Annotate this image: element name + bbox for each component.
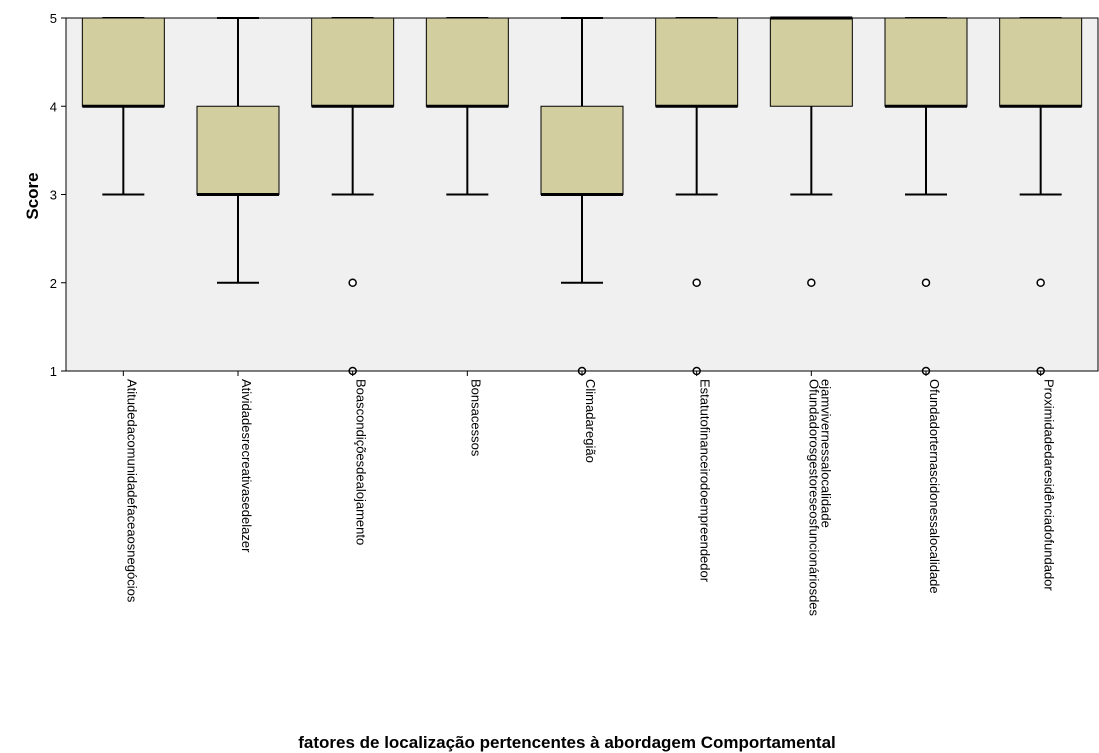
iqr-box <box>884 17 968 107</box>
y-tick-label: 5 <box>50 11 57 26</box>
x-category-label: Atividadesrecreativasedelazer <box>239 379 254 553</box>
iqr-box <box>540 105 624 195</box>
x-category-label: Ofundadorosgestoreseosfuncionáriosdes <box>806 379 821 617</box>
box-group <box>999 17 1083 376</box>
x-category-label: Atitudedacomunidadefaceaosnegócios <box>124 379 139 603</box>
box-group <box>769 16 853 287</box>
iqr-box <box>425 17 509 107</box>
boxes-layer <box>81 16 1083 376</box>
iqr-box <box>769 17 853 107</box>
y-tick-label: 2 <box>50 276 57 291</box>
x-category-label: Estatutofinanceirodoempreendedor <box>698 379 713 583</box>
x-category-label: Boascondiçõesdealojamento <box>354 379 369 545</box>
box-group <box>81 17 165 196</box>
outlier-point <box>921 278 931 287</box>
y-tick-label: 4 <box>50 99 57 114</box>
x-axis: Atitudedacomunidadefaceaosnegócios Ativid… <box>66 370 1098 617</box>
box-group <box>196 17 280 284</box>
iqr-box <box>81 17 165 107</box>
iqr-box <box>655 17 739 107</box>
x-category-label: Climadaregião <box>583 379 598 463</box>
iqr-box <box>999 17 1083 107</box>
iqr-box <box>196 105 280 195</box>
box-group <box>884 17 968 376</box>
y-tick-label: 1 <box>50 364 57 379</box>
x-axis-title: fatores de localização pertencentes à ab… <box>298 733 836 752</box>
box-group <box>425 17 509 196</box>
outlier-point <box>692 278 701 287</box>
iqr-box <box>311 17 395 107</box>
y-tick-label: 3 <box>50 188 57 203</box>
x-category-label: Proximidadedaresidênciadofundador <box>1042 379 1057 591</box>
x-category-label: Ofundadorternascidonessalocalidade <box>927 379 942 594</box>
x-category-label: ejamvivernessalocalidade <box>818 379 833 528</box>
outlier-point <box>348 278 357 287</box>
y-axis: 1 2 3 4 5 <box>50 11 67 379</box>
outlier-point <box>1036 278 1045 287</box>
x-category-label: Bonsacessos <box>468 379 483 457</box>
box-group <box>311 17 395 376</box>
outlier-point <box>807 278 816 287</box>
y-axis-title: Score <box>23 172 42 219</box>
